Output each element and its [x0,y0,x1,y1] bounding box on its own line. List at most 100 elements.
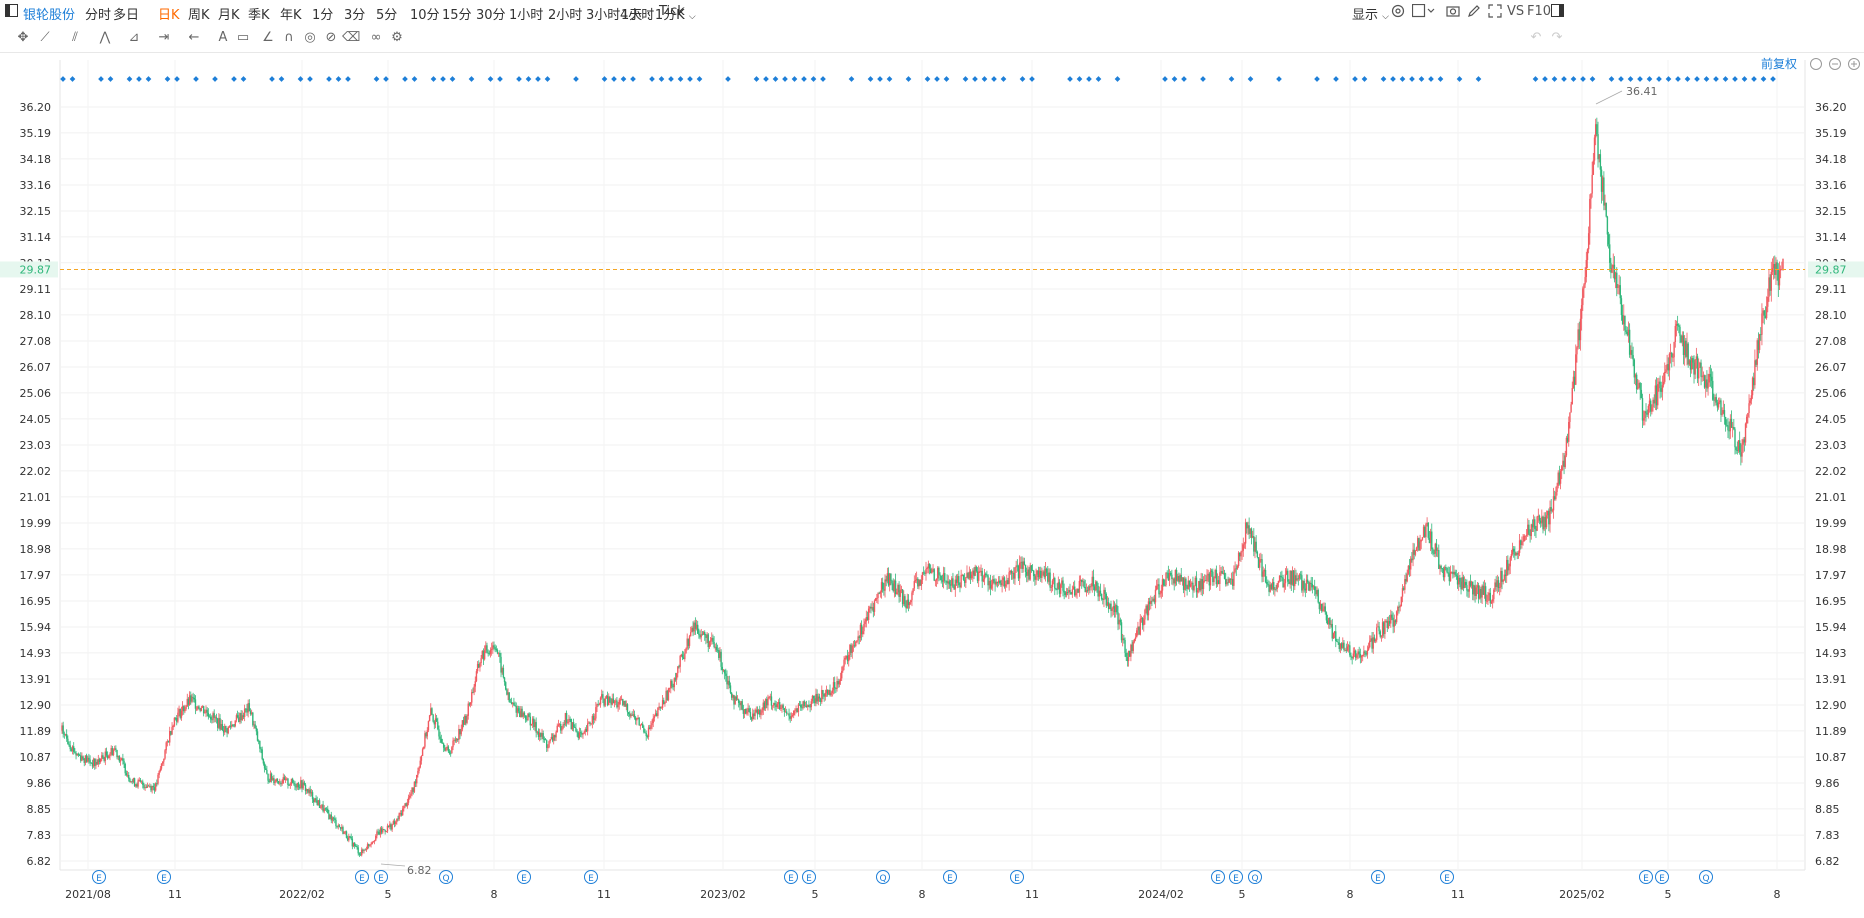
dividend-marker[interactable] [1646,76,1653,82]
dividend-marker[interactable] [373,76,380,82]
event-marker-label[interactable]: Q [1251,874,1258,884]
wave-tool-icon[interactable]: ⋀ [99,30,111,45]
event-marker-circle[interactable] [943,870,957,884]
dividend-marker[interactable] [1162,76,1168,82]
dividend-marker[interactable] [1228,76,1235,82]
dividend-marker[interactable] [240,76,247,82]
dividend-marker[interactable] [1029,76,1035,82]
event-marker-label[interactable]: E [359,874,365,884]
dividend-marker[interactable] [573,76,579,82]
event-marker-label[interactable]: E [1444,874,1450,884]
dividend-marker[interactable] [335,76,342,82]
event-marker-circle[interactable] [584,870,598,884]
dividend-marker[interactable] [269,76,275,82]
event-marker-circle[interactable] [784,870,798,884]
measure-tool-icon[interactable]: ⇥ [158,30,170,45]
arrow-tool-icon[interactable]: ← [188,30,200,45]
event-marker-circle[interactable] [355,870,369,884]
dividend-marker[interactable] [468,76,475,82]
dividend-marker[interactable] [1418,76,1425,82]
zoom-in-icon[interactable] [1848,58,1860,70]
dividend-marker[interactable] [411,76,418,82]
undo-icon[interactable]: ↶ [1530,30,1542,45]
event-marker-circle[interactable] [1211,870,1225,884]
period-tab[interactable]: 1小时 [509,8,544,23]
dividend-marker[interactable] [1076,76,1083,82]
period-tab[interactable]: 15分 [442,8,472,23]
dividend-marker[interactable] [326,76,332,82]
text-tool-icon[interactable]: A [218,30,228,45]
period-tab[interactable]: 月K [218,8,240,23]
line-tool-icon[interactable]: ⟋ [40,30,50,45]
channel-tool-icon[interactable]: ⫽ [72,30,78,45]
event-marker-label[interactable]: E [947,874,953,884]
sidebar-toggle-icon[interactable] [5,4,18,17]
dividend-marker[interactable] [820,76,826,82]
dividend-marker[interactable] [981,76,988,82]
angle-tool-icon[interactable]: ∠ [262,30,274,45]
dividend-marker[interactable] [1019,76,1026,82]
move-icon[interactable]: ✥ [17,30,29,45]
dividend-marker[interactable] [1741,76,1748,82]
event-marker-circle[interactable] [374,870,388,884]
dividend-marker[interactable] [1456,76,1463,82]
event-marker-label[interactable]: E [1659,874,1665,884]
dividend-marker[interactable] [278,76,285,82]
dividend-marker[interactable] [658,76,665,82]
event-marker-label[interactable]: E [96,874,102,884]
reset-zoom-icon[interactable] [1810,58,1822,70]
toolbar-settings-icon[interactable]: ⚙ [391,30,403,45]
dividend-marker[interactable] [145,76,152,82]
dividend-marker[interactable] [193,76,199,82]
period-tab[interactable]: 2小时 [548,8,583,23]
dividend-marker[interactable] [1694,76,1700,82]
adjust-mode-button[interactable]: 前复权 [1761,56,1797,71]
dividend-marker[interactable] [1637,76,1643,82]
f10-button[interactable]: F10 [1527,4,1552,19]
dividend-marker[interactable] [69,76,76,82]
dividend-marker[interactable] [1532,76,1539,82]
dividend-marker[interactable] [487,76,494,82]
zoom-out-icon[interactable] [1829,58,1841,70]
period-tab[interactable]: 10分 [410,8,440,23]
dividend-marker[interactable] [440,76,446,82]
dividend-marker[interactable] [1171,76,1178,82]
dividend-marker[interactable] [1114,76,1121,82]
event-marker-label[interactable]: E [1215,874,1221,884]
dividend-marker[interactable] [620,76,627,82]
event-marker-circle[interactable] [1440,870,1454,884]
event-marker-label[interactable]: Q [442,874,449,884]
dividend-marker[interactable] [231,76,237,82]
event-marker-label[interactable]: E [588,874,594,884]
dividend-marker[interactable] [126,76,133,82]
dividend-marker[interactable] [943,76,950,82]
event-marker-circle[interactable] [876,870,890,884]
event-marker-label[interactable]: E [521,874,527,884]
dividend-marker[interactable] [1542,76,1548,82]
event-marker-circle[interactable] [1010,870,1024,884]
dividend-marker[interactable] [1409,76,1415,82]
fullscreen-icon[interactable] [1488,4,1502,18]
period-tab[interactable]: 3分 [344,8,366,23]
dividend-marker[interactable] [1333,76,1339,82]
period-tab[interactable]: 分时 [85,8,112,23]
event-marker-circle[interactable] [1371,870,1385,884]
interval-select[interactable]: 1天 : 1分K ⌵ [621,4,696,23]
event-marker-label[interactable]: E [1014,874,1020,884]
event-marker-circle[interactable] [1229,870,1243,884]
dividend-marker[interactable] [1095,76,1102,82]
dividend-marker[interactable] [1390,76,1396,82]
event-marker-circle[interactable] [1639,870,1653,884]
dividend-marker[interactable] [1181,76,1187,82]
period-tab[interactable]: 1分 [312,8,334,23]
event-marker-label[interactable]: Q [1702,874,1709,884]
dividend-marker[interactable] [1380,76,1387,82]
period-tab[interactable]: 3小时 [586,8,621,23]
dividend-marker[interactable] [991,76,997,82]
event-marker-label[interactable]: E [378,874,384,884]
dividend-marker[interactable] [601,76,608,82]
dividend-marker[interactable] [1428,76,1434,82]
dividend-marker[interactable] [934,76,940,82]
comment-icon[interactable]: ▭ [236,30,250,45]
hide-icon[interactable]: ⊘ [325,30,337,45]
